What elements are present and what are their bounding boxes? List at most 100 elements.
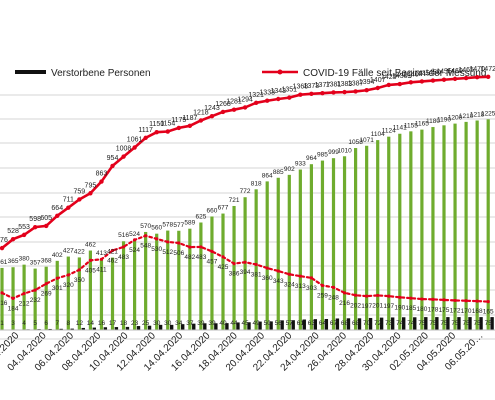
death-label: 3: [11, 320, 15, 327]
death-bar: [313, 319, 317, 330]
cases-label: 1440: [403, 71, 419, 78]
death-bar: [247, 322, 251, 330]
active-label: 570: [140, 223, 151, 230]
dotted-label: 405: [85, 267, 96, 274]
dotted-series-point: [155, 237, 159, 241]
active-label: 1141: [393, 125, 407, 132]
cases-label: 1368: [293, 84, 309, 91]
dotted-label: 324: [284, 281, 295, 288]
cases-point: [287, 95, 292, 100]
cases-point: [276, 96, 281, 102]
active-bar: [342, 156, 347, 330]
cases-label: 1460: [447, 68, 463, 75]
dotted-label: 180: [416, 306, 427, 313]
active-bar: [453, 123, 457, 330]
death-label: 44: [230, 320, 238, 327]
active-label: 368: [41, 258, 52, 265]
dotted-series-point: [133, 238, 137, 242]
active-bar: [376, 140, 380, 330]
active-label: 462: [85, 242, 96, 249]
active-bar: [331, 158, 336, 330]
active-label: 427: [63, 248, 74, 255]
active-bar: [155, 233, 159, 330]
death-label: 39: [208, 320, 216, 327]
dotted-label: 178: [428, 306, 439, 313]
death-label: 40: [219, 320, 227, 327]
dotted-label: 269: [41, 291, 52, 298]
cases-label: 1394: [359, 79, 375, 86]
cases-label: 1150: [149, 121, 164, 128]
dotted-series-point: [210, 249, 214, 253]
death-label: 37: [186, 320, 194, 327]
cases-point: [0, 245, 5, 251]
cases-point: [121, 154, 126, 159]
dotted-label: 512: [162, 249, 173, 256]
dotted-series-point: [88, 258, 92, 262]
death-bar: [103, 327, 108, 330]
dotted-series-point: [354, 293, 358, 297]
death-label: 8: [66, 320, 70, 327]
cases-label: 1383: [337, 81, 353, 88]
death-label: 70: [363, 320, 371, 327]
cases-point: [99, 179, 104, 184]
death-bar: [402, 317, 406, 330]
cases-point: [408, 80, 414, 85]
death-label: 34: [175, 320, 183, 327]
active-bar: [232, 205, 236, 330]
active-bar: [298, 169, 302, 330]
dotted-series-point: [486, 300, 490, 304]
dotted-label: 320: [63, 282, 74, 289]
active-bar: [144, 231, 148, 330]
active-label: 589: [184, 220, 195, 227]
active-label: 721: [229, 197, 240, 204]
cases-point: [66, 205, 71, 210]
dotted-series-point: [265, 266, 269, 270]
dotted-label: 170: [461, 308, 472, 315]
cases-point: [452, 76, 458, 82]
death-bar: [48, 328, 52, 330]
dotted-label: 457: [207, 258, 218, 265]
dotted-label: 184: [8, 305, 19, 312]
cases-point: [375, 85, 380, 91]
dotted-label: 462: [107, 258, 118, 265]
cases-label: 1294: [237, 96, 253, 103]
active-bar: [420, 129, 424, 330]
cases-label: 1430: [392, 73, 408, 80]
cases-point: [419, 79, 425, 84]
dotted-label: 425: [218, 264, 229, 271]
death-label: 73: [385, 320, 393, 327]
dotted-series-point: [121, 245, 126, 249]
cases-point: [331, 90, 336, 95]
death-label: 74: [407, 320, 415, 327]
dotted-series-point: [331, 285, 336, 289]
dotted-label: 202: [350, 302, 361, 309]
active-bar: [110, 257, 115, 330]
cases-point: [474, 74, 480, 80]
cases-label: 1281: [226, 99, 242, 106]
death-label: 4: [22, 320, 26, 327]
cases-label: 1008: [116, 146, 132, 153]
active-bar: [210, 216, 214, 330]
cases-point: [176, 125, 181, 131]
active-label: 1058: [348, 139, 363, 146]
dotted-series-point: [22, 291, 26, 296]
active-bar: [88, 250, 92, 330]
active-bar: [221, 213, 225, 330]
dotted-label: 301: [52, 285, 63, 292]
active-label: 1200: [448, 115, 463, 122]
death-label: 5: [33, 320, 37, 327]
death-bar: [413, 317, 417, 330]
dotted-series-point: [475, 299, 479, 303]
dotted-series-point: [55, 276, 59, 280]
dotted-series-point: [177, 241, 181, 245]
active-bar: [33, 268, 37, 330]
data-labels: 4765285535986056647117597958639541008106…: [0, 66, 495, 327]
death-bar: [379, 317, 384, 330]
dotted-label: 259: [317, 292, 328, 299]
dotted-label: 248: [328, 294, 339, 301]
cases-point: [198, 118, 204, 123]
dotted-series-point: [33, 288, 37, 292]
death-label: 39: [197, 320, 205, 327]
cases-point: [209, 114, 215, 119]
